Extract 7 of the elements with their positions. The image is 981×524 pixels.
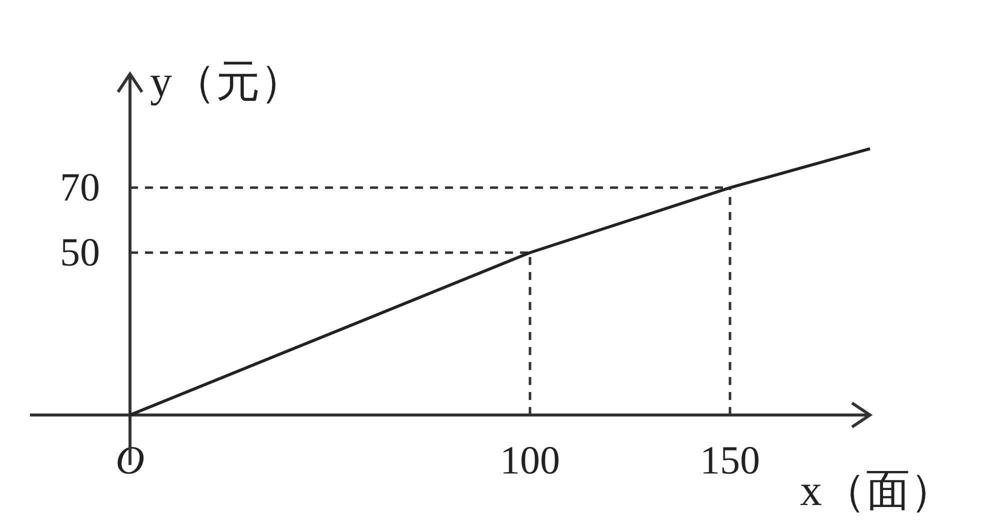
x-tick-label: O: [116, 437, 144, 482]
x-tick-label: 100: [500, 437, 560, 482]
x-tick-label: 150: [700, 437, 760, 482]
y-tick-label: 70: [60, 164, 100, 210]
y-tick-label: 50: [60, 229, 100, 274]
x-axis-title: x（面）: [800, 466, 954, 515]
y-axis-title: y（元）: [150, 57, 304, 106]
